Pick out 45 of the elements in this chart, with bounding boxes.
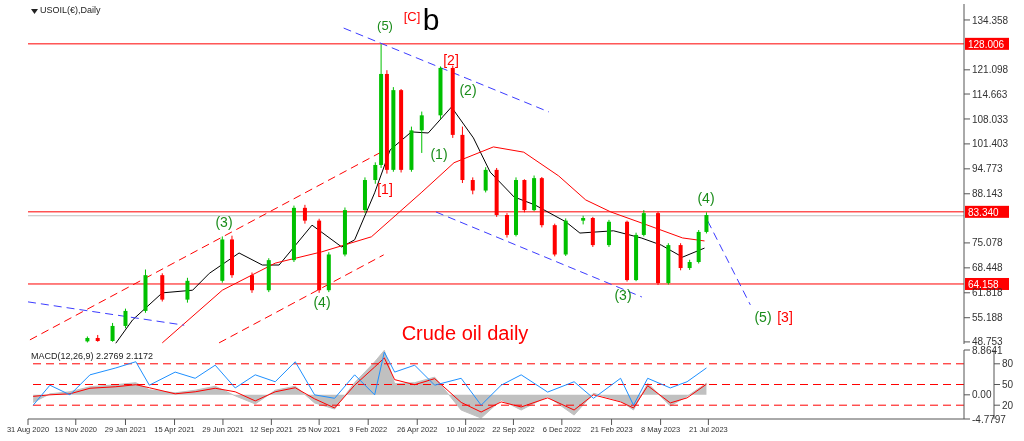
annotation: (5) xyxy=(754,309,772,325)
candlestick xyxy=(678,242,683,271)
ref-line-label: 128.006 xyxy=(968,38,1005,50)
candlestick xyxy=(606,219,611,248)
y2-tick-label: 50 xyxy=(1002,379,1014,391)
y-tick-label: 94.773 xyxy=(972,163,1004,175)
y-tick-label: 61.818 xyxy=(972,287,1004,299)
annotation: [2] xyxy=(443,52,459,68)
ref-line-label: 83.340 xyxy=(968,206,1000,218)
y-tick-label: 108.033 xyxy=(972,113,1009,125)
y-tick-label: 68.448 xyxy=(972,262,1004,274)
candlestick xyxy=(185,277,190,304)
y2-tick-label: 20 xyxy=(1002,399,1014,411)
annotation: b xyxy=(422,3,440,36)
y-tick-label: 55.188 xyxy=(972,312,1004,324)
y-tick-label: 134.358 xyxy=(972,14,1009,26)
y-tick-label: 88.143 xyxy=(972,188,1004,200)
candlestick xyxy=(373,161,378,185)
candlestick xyxy=(581,215,586,225)
candlestick xyxy=(110,322,115,343)
candlestick xyxy=(483,166,488,193)
candlestick xyxy=(123,308,128,329)
annotation: (3) xyxy=(614,287,632,303)
annotation: (4) xyxy=(313,294,331,310)
annotation: [3] xyxy=(777,309,793,325)
ref-line-label: 64.158 xyxy=(968,278,1000,290)
candlestick xyxy=(704,211,709,234)
candlestick xyxy=(641,209,646,237)
annotation: (4) xyxy=(697,190,715,206)
y-tick-label: 114.663 xyxy=(972,88,1008,100)
annotation: (2) xyxy=(459,82,477,98)
y-tick-label: 101.403 xyxy=(972,138,1009,150)
y-tick-label: 75.078 xyxy=(972,237,1004,249)
annotation: (1) xyxy=(430,146,448,162)
y-tick-label: -4.7797 xyxy=(972,413,1007,425)
chart-title: USOIL(€),Daily xyxy=(40,5,101,15)
annotation: (5) xyxy=(377,17,393,33)
annotation: [C] xyxy=(403,8,421,24)
annotation: Crude oil daily xyxy=(401,322,529,344)
annotation: [1] xyxy=(377,181,393,197)
y-tick-label: 0.00 xyxy=(972,389,992,401)
y-tick-label: 121.098 xyxy=(972,64,1009,76)
candlestick xyxy=(419,111,424,154)
y2-tick-label: 80 xyxy=(1002,358,1014,370)
annotation: (3) xyxy=(215,214,233,230)
